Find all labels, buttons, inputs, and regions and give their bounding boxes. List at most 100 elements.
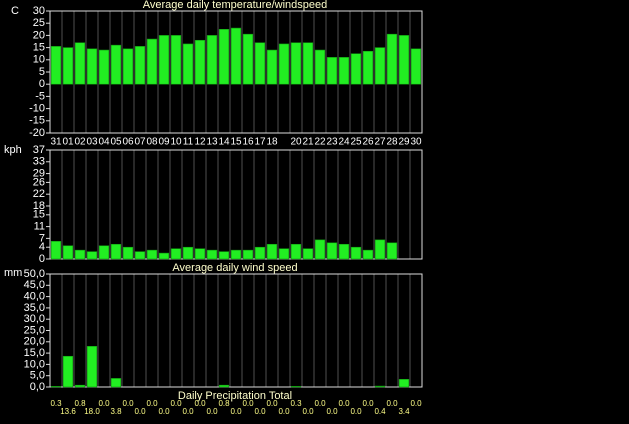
value-label: 0.0 xyxy=(266,399,278,408)
bar xyxy=(170,248,182,260)
x-tick-label: 13 xyxy=(206,137,218,148)
bar xyxy=(50,241,62,260)
bar xyxy=(50,386,62,388)
y-tick-label: -15 xyxy=(29,115,45,127)
x-tick-label: 01 xyxy=(62,137,74,148)
x-tick-label: 20 xyxy=(290,137,302,148)
y-tick-label: 5,0 xyxy=(30,370,45,382)
bar xyxy=(110,378,122,388)
bar xyxy=(362,249,374,260)
y-tick-label: 35,0 xyxy=(24,302,45,314)
y-tick-label: 0 xyxy=(39,253,45,265)
value-label: 0.0 xyxy=(362,399,374,408)
value-label: 18.0 xyxy=(84,407,100,416)
bar xyxy=(230,27,242,85)
bar xyxy=(242,33,254,85)
bar xyxy=(50,46,62,85)
y-axis-label: C xyxy=(11,5,19,17)
y-tick-label: 50,0 xyxy=(24,268,45,280)
bar xyxy=(98,49,110,85)
bar xyxy=(290,42,302,85)
y-tick-label: 10,0 xyxy=(24,358,45,370)
value-label: 0.4 xyxy=(374,407,386,416)
bar xyxy=(86,346,98,388)
y-tick-label: 29 xyxy=(33,167,45,179)
bar xyxy=(278,43,290,85)
bar xyxy=(62,245,74,260)
bar xyxy=(266,49,278,85)
y-tick-label: 0,0 xyxy=(30,381,45,393)
bar xyxy=(74,384,86,388)
bar xyxy=(134,46,146,85)
bar xyxy=(86,48,98,85)
bar xyxy=(218,251,230,260)
bar xyxy=(410,48,422,85)
value-label: 13.6 xyxy=(60,407,76,416)
y-tick-label: 15 xyxy=(33,209,45,221)
y-tick-label: 40,0 xyxy=(24,291,45,303)
x-tick-label: 30 xyxy=(410,137,422,148)
bar xyxy=(182,246,194,260)
y-tick-label: 15 xyxy=(33,42,45,54)
value-label: 0.0 xyxy=(230,407,242,416)
bar xyxy=(326,242,338,260)
value-label: 0.0 xyxy=(194,399,206,408)
y-tick-label: 45,0 xyxy=(24,279,45,291)
bar xyxy=(62,355,74,388)
bar xyxy=(206,35,218,85)
bar xyxy=(314,49,326,85)
y-tick-label: 18 xyxy=(33,200,45,212)
bar xyxy=(218,28,230,85)
bar xyxy=(242,249,254,260)
value-label: 0.8 xyxy=(218,399,230,408)
x-tick-label: 11 xyxy=(183,137,194,148)
x-tick-label: 25 xyxy=(350,137,362,148)
value-label: 0.0 xyxy=(242,399,254,408)
chart-title: Average daily temperature/windspeed xyxy=(143,0,327,11)
value-label: 0.0 xyxy=(326,407,338,416)
y-tick-label: 10 xyxy=(33,54,45,66)
y-tick-label: 0 xyxy=(39,78,45,90)
x-tick-label: 05 xyxy=(110,137,122,148)
bar xyxy=(386,242,398,260)
bar xyxy=(314,239,326,260)
y-axis-label: mm xyxy=(4,267,22,279)
value-label: 3.4 xyxy=(398,407,410,416)
bar xyxy=(110,44,122,85)
value-label: 0.0 xyxy=(122,399,134,408)
bar xyxy=(290,386,302,388)
y-tick-label: 33 xyxy=(33,156,45,168)
x-tick-label: 23 xyxy=(326,137,338,148)
x-tick-label: 14 xyxy=(218,137,230,148)
y-tick-label: 22 xyxy=(33,188,45,200)
value-label: 0.3 xyxy=(290,399,302,408)
bar xyxy=(146,38,158,85)
bar xyxy=(134,251,146,260)
bar xyxy=(374,239,386,260)
bar xyxy=(254,42,266,85)
bar xyxy=(350,53,362,85)
bar xyxy=(170,35,182,85)
bar xyxy=(338,243,350,260)
y-tick-label: -5 xyxy=(35,90,45,102)
y-tick-label: 5 xyxy=(39,66,45,78)
bar xyxy=(62,47,74,85)
bar xyxy=(350,246,362,260)
value-label: 0.0 xyxy=(338,399,350,408)
x-tick-label: 12 xyxy=(194,137,206,148)
bar xyxy=(98,245,110,260)
bar xyxy=(398,35,410,85)
value-label: 0.0 xyxy=(386,399,398,408)
x-tick-label: 21 xyxy=(302,137,314,148)
value-label: 0.3 xyxy=(50,399,62,408)
y-tick-label: 4 xyxy=(39,241,45,253)
value-label: 0.0 xyxy=(350,407,362,416)
bar xyxy=(290,243,302,260)
bar xyxy=(374,385,386,388)
x-tick-label: 16 xyxy=(242,137,254,148)
x-tick-label: 17 xyxy=(254,137,266,148)
y-tick-label: 20,0 xyxy=(24,336,45,348)
value-label: 0.0 xyxy=(410,399,422,408)
x-tick-label: 27 xyxy=(374,137,386,148)
bar xyxy=(122,246,134,260)
